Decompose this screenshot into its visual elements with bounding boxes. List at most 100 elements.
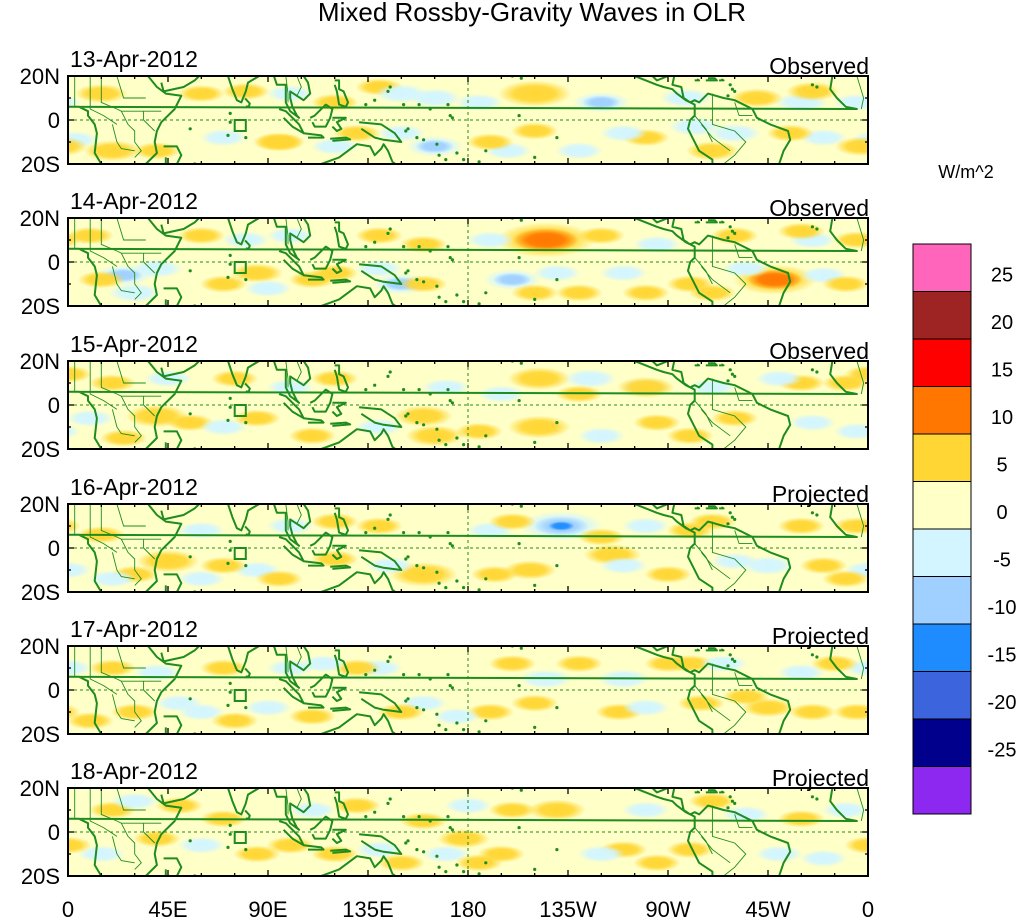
olr-anomaly-contour: [199, 418, 248, 436]
latitude-label: 0: [48, 393, 60, 418]
olr-anomaly-contour: [677, 694, 726, 712]
olr-anomaly-contour: [786, 81, 839, 101]
olr-anomaly-contour: [444, 796, 492, 815]
olr-anomaly-contour: [0, 374, 25, 391]
longitude-label: 180: [450, 897, 487, 922]
olr-anomaly-contour: [866, 415, 868, 422]
colorbar-tick-label: -5: [993, 550, 1011, 572]
olr-anomaly-contour: [136, 549, 200, 573]
olr-anomaly-contour: [466, 133, 514, 151]
longitude-label: 45W: [745, 897, 790, 922]
olr-anomaly-contour: [755, 369, 803, 388]
olr-anomaly-contour: [68, 704, 81, 720]
olr-anomaly-contour: [83, 140, 142, 162]
olr-anomaly-contour: [155, 796, 203, 815]
olr-anomaly-contour: [288, 801, 337, 819]
figure-title: Mixed Rossby-Gravity Waves in OLR: [318, 0, 746, 27]
longitude-label: 135W: [539, 897, 597, 922]
olr-anomaly-contour: [978, 837, 1021, 854]
olr-anomaly-contour: [978, 85, 1021, 102]
colorbar-tick-label: 15: [991, 360, 1013, 382]
olr-anomaly-contour: [533, 264, 581, 282]
map-panels: 20N 0 20S 13-Apr-2012 Observed 20N 0 20S 14-Apr-…: [0, 46, 1021, 889]
olr-anomaly-contour: [0, 557, 47, 574]
olr-anomaly-contour: [563, 369, 617, 389]
olr-anomaly-contour: [741, 556, 795, 576]
olr-anomaly-contour: [199, 556, 248, 575]
olr-anomaly-contour: [730, 88, 784, 108]
olr-anomaly-contour: [333, 796, 381, 815]
longitude-label: 135E: [342, 897, 393, 922]
olr-anomaly-contour: [177, 84, 226, 103]
reference-box: [233, 119, 247, 132]
olr-anomaly-contour: [668, 117, 722, 137]
olr-anomaly-contour: [978, 522, 1021, 539]
olr-anomaly-contour: [510, 694, 559, 712]
longitude-label: 0: [62, 897, 74, 922]
reference-box: [233, 547, 247, 560]
panel-status: Observed: [769, 338, 869, 364]
olr-anomaly-contour: [777, 222, 826, 240]
olr-anomaly-contour: [822, 275, 868, 293]
coastlines: [68, 504, 865, 592]
olr-anomaly-contour: [777, 810, 826, 828]
olr-anomaly-contour: [666, 427, 714, 445]
olr-anomaly-contour: [599, 124, 648, 142]
olr-anomaly-contour: [633, 235, 681, 254]
colorbar-swatch: [912, 386, 972, 435]
olr-anomaly-contour: [833, 231, 868, 249]
olr-anomaly-contour: [844, 836, 868, 854]
latitude-label: 20N: [20, 206, 60, 231]
olr-anomaly-contour: [0, 93, 28, 112]
latitude-label: 20S: [21, 437, 60, 462]
olr-anomaly-contour: [722, 805, 770, 824]
olr-anomaly-contour: [68, 365, 92, 383]
olr-anomaly-contour: [68, 232, 81, 248]
olr-anomaly-contour: [355, 259, 403, 278]
olr-anomaly-contour: [399, 275, 448, 293]
olr-anomaly-contour: [788, 703, 837, 721]
olr-anomaly-contour: [68, 423, 81, 440]
colorbar-swatch: [912, 623, 972, 672]
olr-anomaly-contour: [493, 272, 532, 287]
olr-anomaly-contour: [686, 141, 739, 161]
longitude-axis: 0 45E 90E 135E 180 135W 90W 45W 0: [62, 897, 874, 922]
olr-anomaly-contour: [177, 836, 226, 854]
olr-anomaly-contour: [507, 415, 571, 439]
map-panel-6: 20N 0 20S 18-Apr-2012 Projected: [0, 758, 1021, 889]
olr-anomaly-contour: [1000, 810, 1021, 827]
olr-anomaly-contour: [455, 422, 503, 441]
olr-anomaly-contour: [233, 845, 281, 863]
olr-anomaly-contour: [633, 854, 681, 872]
olr-anomaly-contour: [133, 663, 181, 682]
olr-anomaly-contour: [875, 84, 928, 103]
olr-anomaly-contour: [599, 556, 648, 575]
olr-anomaly-contour: [355, 226, 403, 245]
olr-anomaly-contour: [582, 95, 621, 110]
map-panel-4: 20N 0 20S 16-Apr-2012 Projected: [0, 474, 1021, 605]
olr-anomaly-contour: [833, 93, 868, 112]
olr-anomaly-contour: [470, 565, 519, 584]
olr-anomaly-contour: [394, 405, 453, 427]
reference-box: [233, 831, 247, 844]
olr-anomaly-contour: [0, 664, 25, 681]
olr-anomaly-contour: [833, 517, 868, 535]
latitude-label: 20S: [21, 722, 60, 747]
olr-anomaly-contour: [177, 226, 226, 245]
olr-anomaly-contour: [933, 142, 981, 159]
olr-anomaly-contour: [622, 517, 670, 535]
colorbar-swatch: [912, 338, 972, 387]
olr-anomaly-contour: [0, 270, 2, 290]
olr-anomaly-contour: [878, 845, 926, 862]
olr-anomaly-contour: [88, 659, 137, 677]
panel-status: Observed: [769, 53, 869, 79]
latitude-label: 0: [48, 820, 60, 845]
colorbar-units: W/m^2: [938, 162, 993, 182]
olr-anomaly-contour: [644, 654, 692, 673]
panel-date: 14-Apr-2012: [70, 188, 198, 214]
map-panel-1: 20N 0 20S 13-Apr-2012 Observed: [0, 46, 1021, 177]
olr-anomaly-contour: [244, 698, 292, 717]
olr-anomaly-contour: [0, 845, 3, 862]
olr-anomaly-contour: [883, 140, 941, 161]
